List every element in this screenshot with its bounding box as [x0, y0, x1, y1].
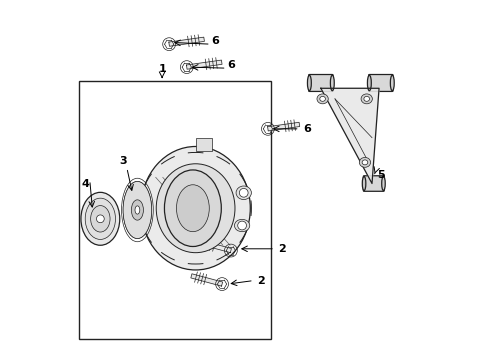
Polygon shape: [199, 240, 231, 253]
Ellipse shape: [123, 181, 152, 239]
Text: 1: 1: [158, 64, 166, 74]
Text: 6: 6: [211, 36, 219, 46]
Circle shape: [238, 221, 246, 230]
Ellipse shape: [368, 75, 371, 91]
Ellipse shape: [131, 200, 144, 220]
Polygon shape: [169, 37, 204, 46]
Ellipse shape: [156, 164, 235, 253]
Ellipse shape: [85, 198, 116, 239]
Bar: [79, 81, 271, 339]
Circle shape: [239, 188, 248, 197]
FancyBboxPatch shape: [364, 176, 384, 191]
Ellipse shape: [123, 181, 152, 239]
Text: 5: 5: [377, 170, 385, 180]
Ellipse shape: [129, 194, 146, 226]
Ellipse shape: [364, 96, 369, 101]
Bar: [196, 138, 212, 152]
Polygon shape: [321, 88, 379, 184]
Ellipse shape: [81, 192, 120, 245]
Ellipse shape: [307, 75, 311, 91]
Ellipse shape: [188, 199, 203, 217]
Polygon shape: [191, 274, 222, 286]
FancyBboxPatch shape: [368, 75, 393, 91]
Ellipse shape: [165, 170, 221, 247]
Ellipse shape: [359, 157, 370, 167]
Polygon shape: [268, 122, 300, 131]
Text: 2: 2: [278, 244, 286, 254]
Ellipse shape: [236, 186, 251, 199]
Ellipse shape: [234, 219, 250, 232]
Ellipse shape: [135, 206, 140, 214]
Ellipse shape: [317, 94, 328, 104]
Ellipse shape: [382, 176, 385, 190]
Ellipse shape: [141, 147, 250, 270]
Ellipse shape: [391, 75, 394, 91]
Ellipse shape: [176, 185, 209, 232]
Ellipse shape: [320, 96, 325, 101]
Text: 6: 6: [303, 124, 311, 134]
Circle shape: [97, 215, 104, 223]
Text: 4: 4: [82, 179, 90, 189]
Ellipse shape: [91, 206, 110, 232]
Ellipse shape: [126, 188, 148, 232]
Text: 2: 2: [257, 275, 265, 285]
Ellipse shape: [361, 94, 372, 104]
Text: 3: 3: [120, 156, 127, 166]
Ellipse shape: [330, 75, 334, 91]
Ellipse shape: [362, 176, 366, 190]
Polygon shape: [187, 60, 222, 69]
Ellipse shape: [174, 184, 218, 233]
Text: 6: 6: [227, 60, 235, 69]
FancyBboxPatch shape: [309, 75, 333, 91]
Ellipse shape: [362, 160, 368, 165]
